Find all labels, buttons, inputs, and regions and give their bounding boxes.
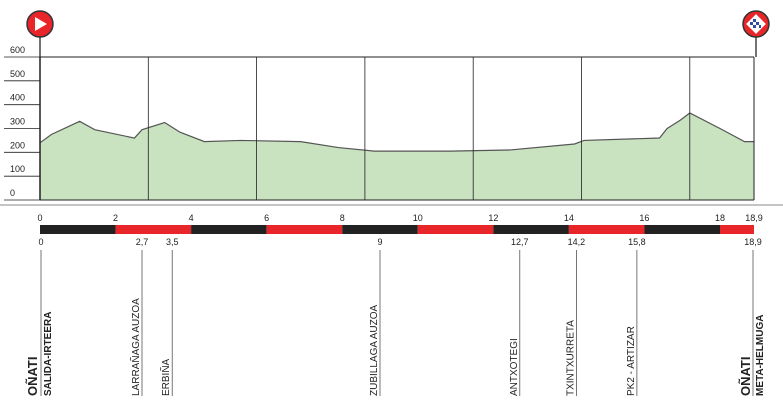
waypoint-label: LARRAÑAGA AUZOA (129, 298, 142, 396)
waypoint-km: 2,7 (136, 237, 149, 247)
x-tick-label: 8 (340, 213, 345, 223)
waypoint-label: TXINTXURRETA (565, 320, 576, 396)
waypoint-label: PK2 - ARTIZAR (626, 326, 637, 396)
y-tick-label: 200 (10, 140, 25, 150)
waypoint-label: ANTXOTEGI (509, 338, 520, 396)
y-tick-label: 300 (10, 117, 25, 127)
town-label: OÑATI (25, 357, 40, 396)
waypoint-km: 14,2 (568, 237, 586, 247)
start-icon (26, 10, 54, 57)
waypoint-label: ERBIÑA (159, 358, 172, 396)
x-tick-label: 4 (189, 213, 194, 223)
waypoint-km: 12,7 (511, 237, 529, 247)
x-tick-label: 12 (488, 213, 498, 223)
waypoint-label: META-HELMUGA (755, 315, 766, 396)
x-tick-label: 14 (564, 213, 574, 223)
x-tick-label: 16 (639, 213, 649, 223)
x-tick-label: 18 (715, 213, 725, 223)
y-tick-label: 100 (10, 164, 25, 174)
y-tick-label: 600 (10, 45, 25, 55)
x-tick-label: 18,9 (745, 213, 763, 223)
x-tick-label: 6 (264, 213, 269, 223)
finish-icon (742, 10, 770, 57)
elevation-line (39, 112, 754, 152)
town-label: OÑATI (738, 357, 753, 396)
km-segment (644, 225, 720, 234)
waypoint-km: 3,5 (166, 237, 179, 247)
y-tick-label: 0 (10, 188, 15, 198)
km-segment (568, 225, 645, 234)
x-tick-label: 10 (413, 213, 423, 223)
waypoint-km: 18,9 (744, 237, 762, 247)
km-segment (266, 225, 343, 234)
km-segment (342, 225, 418, 234)
elevation-area (40, 113, 754, 200)
waypoint-label: SALIDA-IRTEERA (43, 312, 54, 396)
km-segment (40, 225, 116, 234)
waypoint-km: 0 (38, 237, 43, 247)
waypoint-km: 9 (377, 237, 382, 247)
km-segment (417, 225, 494, 234)
km-segment (720, 225, 754, 234)
km-segment (191, 225, 267, 234)
x-tick-label: 0 (37, 213, 42, 223)
y-tick-label: 500 (10, 69, 25, 79)
waypoint-label: ZUBILLAGA AUZOA (369, 305, 380, 396)
waypoint-km: 15,8 (628, 237, 646, 247)
km-segment (493, 225, 569, 234)
y-tick-label: 400 (10, 93, 25, 103)
x-tick-label: 2 (113, 213, 118, 223)
km-segment (115, 225, 192, 234)
